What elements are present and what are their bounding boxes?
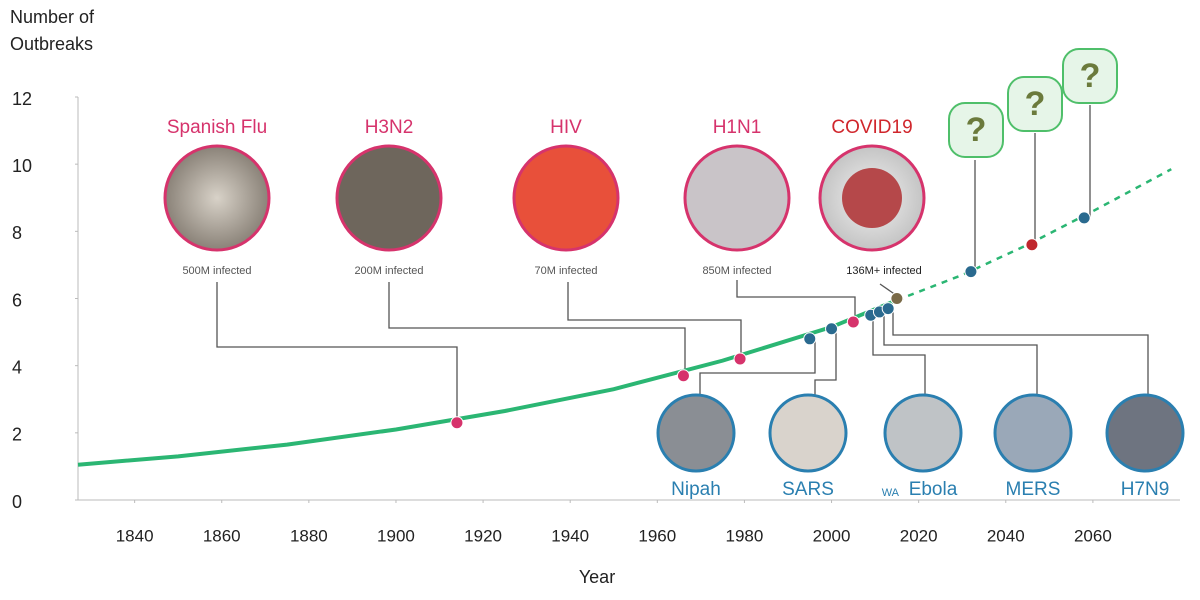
x-axis-title: Year xyxy=(579,567,615,587)
connector xyxy=(872,315,926,396)
x-tick-label: 2020 xyxy=(900,526,938,545)
bubble xyxy=(1062,48,1118,104)
y-tick-label: 10 xyxy=(12,156,32,176)
connector xyxy=(892,308,1149,396)
outbreak-name: Nipah xyxy=(671,479,721,500)
x-tick-label: 1880 xyxy=(290,526,328,545)
infected-note: 136M+ infected xyxy=(846,265,922,277)
event-dot xyxy=(676,369,690,383)
future-mark: ? xyxy=(1025,85,1046,123)
y-axis-title: Number of Outbreaks xyxy=(10,7,95,54)
trend-line xyxy=(896,168,1172,302)
future-bubbles xyxy=(948,48,1118,158)
x-tick-label: 2060 xyxy=(1074,526,1112,545)
image xyxy=(335,144,443,252)
infected-note: 70M infected xyxy=(535,265,598,277)
x-tick-label: 1920 xyxy=(464,526,502,545)
x-tick-label: 1940 xyxy=(551,526,589,545)
outbreak-name: SARS xyxy=(782,479,834,500)
event-dot xyxy=(733,352,747,366)
y-tick-label: 6 xyxy=(12,290,22,310)
x-tick-label: 2040 xyxy=(987,526,1025,545)
event-dot xyxy=(803,332,817,346)
connector xyxy=(814,330,837,396)
bubble xyxy=(948,102,1004,158)
infected-note: 850M infected xyxy=(702,265,771,277)
x-tick-label: 1960 xyxy=(638,526,676,545)
outbreak-name: H3N2 xyxy=(365,117,414,138)
event-dot xyxy=(881,302,895,316)
outbreak-name: HIV xyxy=(550,117,582,138)
y-tick-label: 2 xyxy=(12,425,22,445)
outbreak-name: COVID19 xyxy=(831,117,912,138)
event-dot xyxy=(1025,238,1039,252)
image xyxy=(656,393,736,473)
x-tick-label: 1840 xyxy=(116,526,154,545)
x-tick-label: 1900 xyxy=(377,526,415,545)
x-tick-label: 1860 xyxy=(203,526,241,545)
virus xyxy=(842,168,902,228)
outbreak-name: H7N9 xyxy=(1121,479,1170,500)
outbreak-name: Spanish Flu xyxy=(167,117,267,138)
image xyxy=(683,144,791,252)
outbreak-name: Ebola xyxy=(909,479,958,500)
image xyxy=(993,393,1073,473)
outbreak-name: MERS xyxy=(1006,479,1061,500)
trend-line xyxy=(77,298,898,467)
outbreak-prefix: WA xyxy=(882,487,900,499)
future-mark: ? xyxy=(1080,57,1101,95)
top-images xyxy=(163,144,926,252)
x-tick-label: 2000 xyxy=(813,526,851,545)
infected-note: 200M infected xyxy=(354,265,423,277)
bottom-images xyxy=(656,393,1185,473)
x-tick-label: 1980 xyxy=(726,526,764,545)
connectors xyxy=(216,105,1149,423)
connector xyxy=(216,282,458,423)
event-dot xyxy=(964,265,978,279)
event-dot xyxy=(890,292,904,305)
connector xyxy=(388,282,686,376)
connector xyxy=(736,280,856,322)
connector xyxy=(699,338,816,396)
y-tick-label: 8 xyxy=(12,223,22,243)
image xyxy=(883,393,963,473)
y-tick-label: 4 xyxy=(12,357,22,377)
image xyxy=(512,144,620,252)
event-dot xyxy=(846,315,860,329)
connector xyxy=(567,282,742,360)
connector xyxy=(883,312,1038,396)
event-dot xyxy=(825,322,839,336)
future-mark: ? xyxy=(966,111,987,149)
image xyxy=(768,393,848,473)
outbreak-name: H1N1 xyxy=(713,117,762,138)
image xyxy=(163,144,271,252)
y-tick-label: 12 xyxy=(12,89,32,109)
event-dot xyxy=(450,416,464,430)
bubble xyxy=(1007,76,1063,132)
y-tick-label: 0 xyxy=(12,492,22,512)
image xyxy=(1105,393,1185,473)
event-dot xyxy=(1077,211,1091,225)
infected-note: 500M infected xyxy=(182,265,251,277)
